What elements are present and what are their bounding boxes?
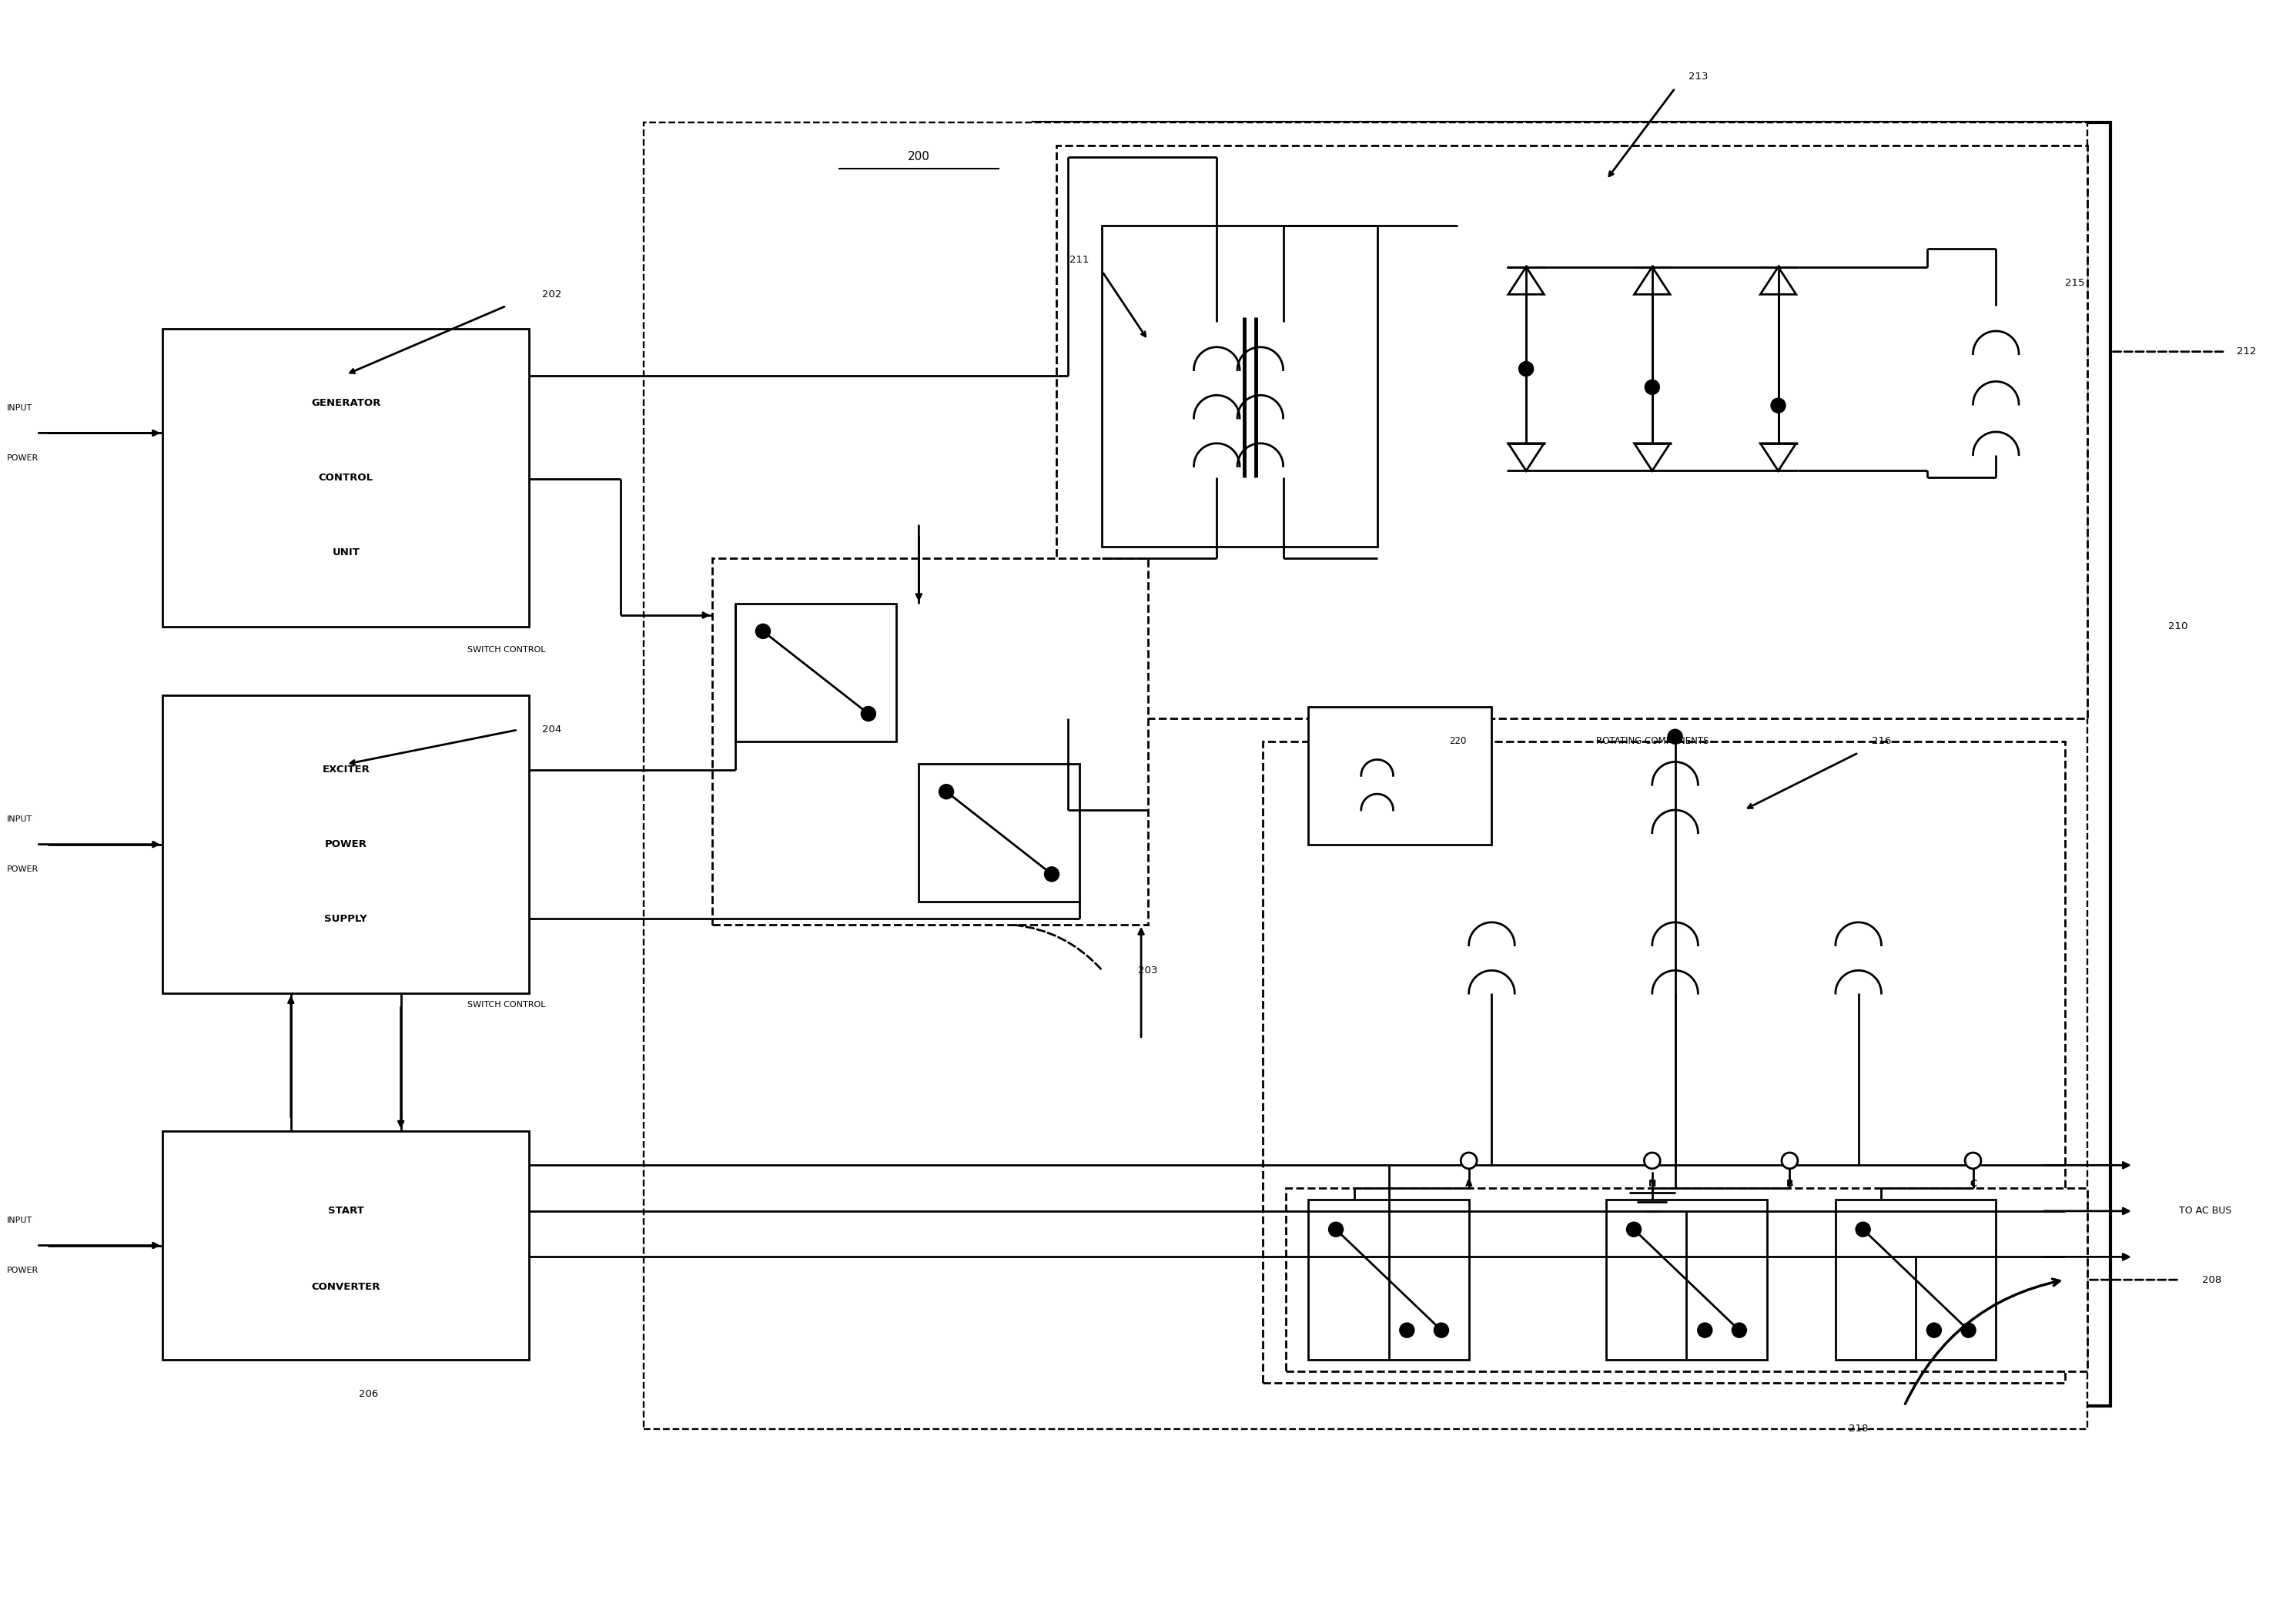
Bar xyxy=(1309,706,1492,844)
Text: SWITCH CONTROL: SWITCH CONTROL xyxy=(468,1001,546,1009)
Text: 203: 203 xyxy=(1139,966,1157,975)
Circle shape xyxy=(1460,1152,1476,1168)
Text: ROTATING COMPONENTS: ROTATING COMPONENTS xyxy=(1596,735,1708,747)
Circle shape xyxy=(1644,379,1660,395)
Bar xyxy=(735,604,895,742)
Text: 204: 204 xyxy=(542,724,563,735)
Circle shape xyxy=(1045,867,1058,881)
Text: POWER: POWER xyxy=(324,839,367,849)
Text: INPUT: INPUT xyxy=(7,815,32,823)
Text: 211: 211 xyxy=(1070,254,1088,266)
Text: CONTROL: CONTROL xyxy=(319,473,374,483)
Text: POWER: POWER xyxy=(7,1267,39,1275)
Text: 215: 215 xyxy=(2064,279,2085,288)
Circle shape xyxy=(1965,1152,1981,1168)
Text: POWER: POWER xyxy=(7,454,39,462)
Circle shape xyxy=(1401,1324,1414,1338)
Bar xyxy=(163,695,530,993)
Text: 210: 210 xyxy=(2167,622,2188,632)
Circle shape xyxy=(1667,729,1683,744)
Text: SWITCH CONTROL: SWITCH CONTROL xyxy=(468,646,546,653)
Circle shape xyxy=(1770,399,1786,413)
Text: 216: 216 xyxy=(1871,735,1892,747)
Text: 213: 213 xyxy=(1688,71,1708,81)
Bar xyxy=(1102,225,1378,546)
Text: B: B xyxy=(1786,1179,1793,1189)
Text: 218: 218 xyxy=(1848,1424,1869,1434)
Bar xyxy=(163,1131,530,1361)
Circle shape xyxy=(1855,1221,1871,1236)
Text: INPUT: INPUT xyxy=(7,1217,32,1225)
Circle shape xyxy=(1329,1221,1343,1236)
Circle shape xyxy=(1697,1324,1713,1338)
Text: 208: 208 xyxy=(2202,1275,2223,1285)
Text: SUPPLY: SUPPLY xyxy=(324,914,367,923)
Text: CONVERTER: CONVERTER xyxy=(312,1281,381,1291)
Circle shape xyxy=(1435,1324,1449,1338)
Bar xyxy=(1309,1199,1469,1361)
Text: A: A xyxy=(1465,1179,1472,1189)
Circle shape xyxy=(1626,1221,1642,1236)
Circle shape xyxy=(861,706,875,721)
Circle shape xyxy=(1782,1152,1798,1168)
Bar xyxy=(1607,1199,1766,1361)
Bar xyxy=(643,123,2087,1429)
Text: POWER: POWER xyxy=(7,865,39,873)
Circle shape xyxy=(939,784,953,799)
Bar xyxy=(163,329,530,627)
Text: GENERATOR: GENERATOR xyxy=(310,399,381,408)
Bar xyxy=(1033,123,2110,1406)
Text: START: START xyxy=(328,1205,363,1217)
Text: EXCITER: EXCITER xyxy=(321,765,370,774)
Text: N: N xyxy=(1649,1179,1655,1189)
Text: C: C xyxy=(1970,1179,1977,1189)
Text: 200: 200 xyxy=(907,151,930,162)
Bar xyxy=(712,557,1148,925)
Text: UNIT: UNIT xyxy=(333,548,360,557)
Text: 220: 220 xyxy=(1449,735,1467,747)
Bar xyxy=(1286,1187,2087,1372)
Text: 212: 212 xyxy=(2236,347,2257,356)
Bar xyxy=(918,765,1079,902)
Circle shape xyxy=(1518,361,1534,376)
Circle shape xyxy=(755,624,771,638)
Bar xyxy=(1835,1199,1995,1361)
Circle shape xyxy=(1926,1324,1942,1338)
Circle shape xyxy=(1644,1152,1660,1168)
Text: 206: 206 xyxy=(358,1390,379,1400)
Text: INPUT: INPUT xyxy=(7,403,32,411)
Text: 202: 202 xyxy=(542,290,563,300)
Text: TO AC BUS: TO AC BUS xyxy=(2179,1205,2232,1217)
Bar xyxy=(1263,742,2064,1383)
Circle shape xyxy=(1731,1324,1747,1338)
Bar xyxy=(1056,146,2087,718)
Circle shape xyxy=(1961,1324,1977,1338)
